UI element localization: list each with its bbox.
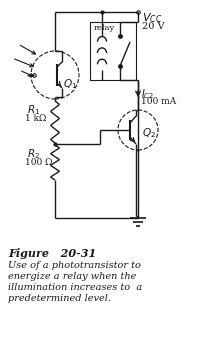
Text: Use of a phototransistor to: Use of a phototransistor to [8,261,141,270]
Text: 1 kΩ: 1 kΩ [25,114,46,123]
Text: $R_1$: $R_1$ [27,103,40,117]
Text: relay: relay [94,24,115,32]
Text: $V_{CC}$: $V_{CC}$ [142,11,162,25]
Text: $Q_1$: $Q_1$ [63,77,77,91]
Text: $I_{C2}$: $I_{C2}$ [141,87,154,101]
Text: 100 mA: 100 mA [141,97,176,106]
Text: predetermined level.: predetermined level. [8,294,111,303]
Text: 100 Ω: 100 Ω [25,158,53,167]
Text: energize a relay when the: energize a relay when the [8,272,136,281]
Text: Figure   20-31: Figure 20-31 [8,248,96,259]
Bar [90,22,136,80]
Text: illumination increases to  a: illumination increases to a [8,283,142,292]
Text: $R_2$: $R_2$ [27,147,40,161]
Text: $Q_2$: $Q_2$ [142,126,156,140]
Text: 20 V: 20 V [142,22,165,31]
